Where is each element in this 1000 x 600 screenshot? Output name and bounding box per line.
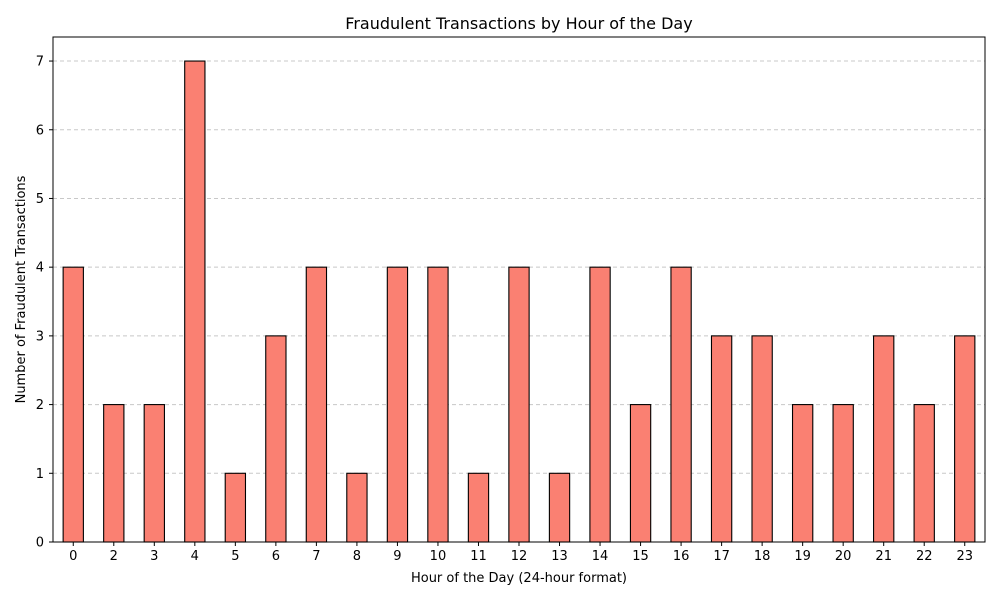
- bar-hour-2: [103, 404, 125, 543]
- x-tick-label: 22: [916, 549, 933, 564]
- y-tick-label: 2: [36, 398, 44, 413]
- bar-hour-15: [629, 404, 652, 543]
- bar-hour-21: [873, 335, 895, 543]
- x-tick-label: 5: [231, 549, 239, 564]
- x-tick-label: 16: [673, 549, 690, 564]
- bar-hour-10: [427, 266, 449, 543]
- y-tick-label: 3: [36, 329, 44, 344]
- x-tick-label: 23: [956, 549, 973, 564]
- y-tick-label: 0: [36, 536, 44, 551]
- bar-hour-22: [913, 404, 935, 543]
- bar-hour-0: [62, 266, 84, 543]
- bar-hour-7: [305, 266, 328, 543]
- x-tick-label: 14: [592, 549, 609, 564]
- x-tick-label: 17: [713, 549, 730, 564]
- bar-hour-19: [791, 404, 814, 543]
- y-axis-ticks: 0 1 2 3 4 5 6 7: [36, 55, 53, 551]
- x-tick-label: 7: [312, 549, 320, 564]
- y-tick-label: 6: [36, 123, 44, 138]
- x-tick-label: 4: [191, 549, 199, 564]
- bar-hour-12: [508, 266, 530, 543]
- bar-hour-23: [954, 335, 976, 543]
- x-axis-label: Hour of the Day (24-hour format): [411, 571, 627, 586]
- x-tick-label: 21: [875, 549, 892, 564]
- x-tick-label: 19: [794, 549, 811, 564]
- x-tick-label: 11: [470, 549, 487, 564]
- x-tick-label: 10: [430, 549, 447, 564]
- y-tick-label: 4: [36, 261, 44, 276]
- x-tick-label: 8: [353, 549, 361, 564]
- bar-hour-13: [548, 472, 571, 543]
- x-tick-label: 18: [754, 549, 771, 564]
- bar-hour-3: [143, 404, 165, 543]
- bar-hour-16: [670, 266, 692, 543]
- bar-hour-18: [751, 335, 773, 543]
- x-tick-label: 20: [835, 549, 852, 564]
- x-tick-label: 12: [511, 549, 528, 564]
- y-tick-label: 1: [36, 467, 44, 482]
- bar-hour-9: [386, 266, 409, 543]
- bar-hour-5: [224, 472, 247, 543]
- y-tick-label: 5: [36, 192, 44, 207]
- x-tick-label: 2: [110, 549, 118, 564]
- x-tick-label: 15: [632, 549, 649, 564]
- x-tick-label: 13: [551, 549, 568, 564]
- x-tick-label: 0: [69, 549, 77, 564]
- bar-hour-14: [589, 266, 611, 543]
- x-axis-ticks: 0 2 3 4 5 6 7 8 9 10 11 12 13 14 15 16 17 18 19 20 21 22 23: [69, 542, 973, 564]
- y-tick-label: 7: [36, 55, 44, 70]
- bars: [62, 60, 976, 543]
- y-axis-label: Number of Fraudulent Transactions: [14, 175, 29, 403]
- x-tick-label: 3: [150, 549, 158, 564]
- x-tick-label: 9: [393, 549, 401, 564]
- bar-hour-6: [265, 335, 287, 543]
- bar-hour-11: [467, 472, 490, 543]
- x-tick-label: 6: [272, 549, 280, 564]
- chart-title: Fraudulent Transactions by Hour of the D…: [345, 14, 692, 33]
- bar-hour-4: [184, 60, 206, 543]
- bar-hour-8: [346, 472, 368, 543]
- bar-hour-20: [832, 404, 854, 543]
- bar-hour-17: [710, 335, 733, 543]
